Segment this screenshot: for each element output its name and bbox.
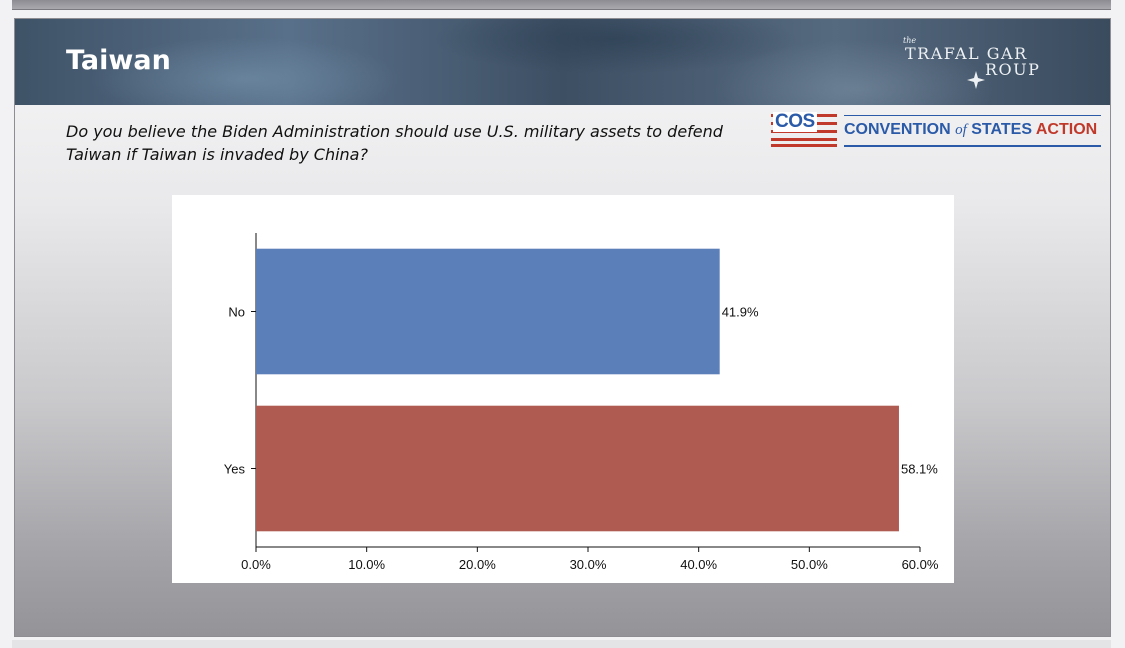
logo-line2: ROUP [985, 60, 1041, 79]
bar-chart: 0.0% 10.0% 20.0% 30.0% 40.0% 50.0% 60.0% No 41.… [224, 233, 939, 572]
category-label-yes: Yes [224, 462, 246, 477]
trafalgar-group-logo: the TRAFAL GAR ROUP [897, 33, 1077, 93]
x-tick-label: 50.0% [791, 557, 828, 572]
chart-panel: 0.0% 10.0% 20.0% 30.0% 40.0% 50.0% 60.0% No 41.… [172, 195, 954, 583]
cos-name: CONVENTION of STATES ACTION [844, 121, 1097, 139]
x-ticks: 0.0% 10.0% 20.0% 30.0% 40.0% 50.0% 60.0% [241, 547, 939, 572]
category-label-no: No [228, 305, 245, 320]
x-tick-label: 40.0% [680, 557, 717, 572]
next-slide-edge [12, 640, 1111, 648]
cos-abbr: COS [773, 111, 817, 132]
flag-stripes-icon: COS [771, 111, 837, 147]
logo-line1: TRAFAL GAR [905, 44, 1028, 63]
x-tick-label: 10.0% [348, 557, 385, 572]
value-label-yes: 58.1% [901, 462, 938, 477]
x-tick-label: 20.0% [459, 557, 496, 572]
logo-rule-top [844, 115, 1101, 116]
survey-question: Do you believe the Biden Administration … [66, 122, 723, 164]
logo-rule-bottom [844, 145, 1101, 147]
header-band [15, 19, 1110, 105]
logo-the: the [903, 36, 917, 45]
cos-name-action: ACTION [1035, 121, 1098, 138]
x-tick-label: 30.0% [570, 557, 607, 572]
x-tick-label: 0.0% [241, 557, 271, 572]
x-tick-label: 60.0% [902, 557, 939, 572]
labels: No 41.9% Yes 58.1% [224, 305, 938, 477]
value-label-no: 41.9% [722, 305, 759, 320]
cos-name-part2: STATES [971, 121, 1032, 138]
bars [256, 248, 899, 532]
compass-star-icon [967, 71, 985, 89]
convention-of-states-logo: COS CONVENTION of STATES ACTION [771, 111, 1105, 147]
bar-no [256, 248, 720, 375]
slide: Taiwan the TRAFAL GAR ROUP Do you believ… [14, 18, 1111, 637]
cos-name-part1: CONVENTION [844, 121, 951, 138]
slide-title: Taiwan [66, 45, 171, 76]
previous-slide-edge [12, 0, 1111, 10]
cos-name-of: of [955, 122, 967, 138]
bar-yes [256, 405, 899, 532]
